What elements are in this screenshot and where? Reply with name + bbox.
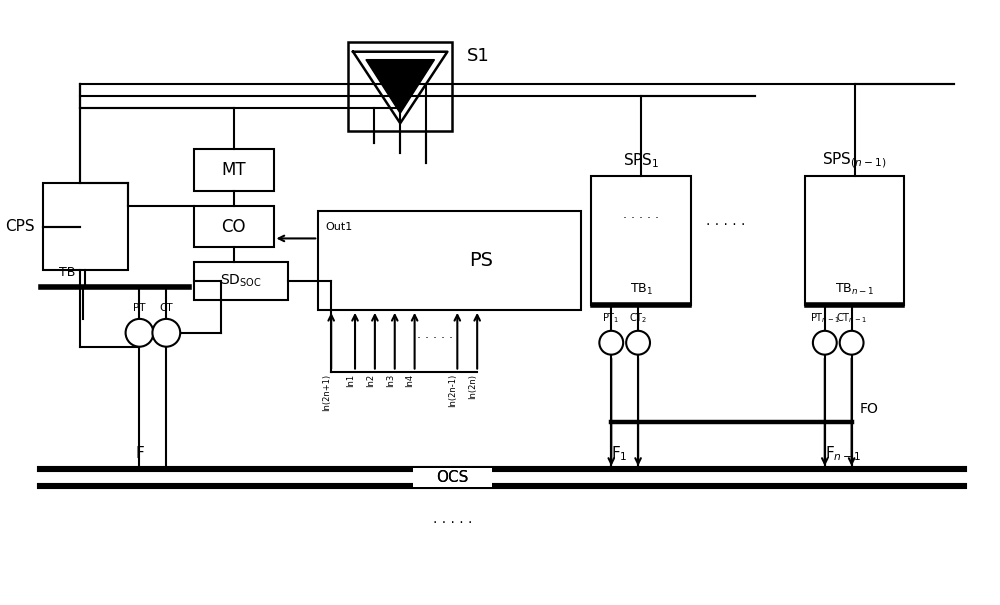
Circle shape bbox=[599, 331, 623, 355]
Text: In1: In1 bbox=[346, 373, 355, 387]
Circle shape bbox=[626, 331, 650, 355]
Text: SPS$_{(n-1)}$: SPS$_{(n-1)}$ bbox=[822, 150, 887, 170]
Text: FO: FO bbox=[860, 402, 878, 416]
Text: . . . . .: . . . . . bbox=[433, 511, 472, 526]
Text: . . . . .: . . . . . bbox=[417, 329, 453, 341]
Text: CT$_{n-1}$: CT$_{n-1}$ bbox=[836, 311, 867, 325]
Text: . . . . .: . . . . . bbox=[706, 214, 745, 228]
Text: In(2n+1): In(2n+1) bbox=[322, 373, 331, 411]
Text: In4: In4 bbox=[406, 373, 415, 387]
Text: TB: TB bbox=[59, 266, 75, 279]
Text: F$_1$: F$_1$ bbox=[611, 445, 628, 463]
Text: SD$_{\mathregular{SOC}}$: SD$_{\mathregular{SOC}}$ bbox=[220, 273, 262, 289]
Text: MT: MT bbox=[222, 161, 246, 179]
Circle shape bbox=[813, 331, 837, 355]
Text: CPS: CPS bbox=[6, 219, 35, 234]
Bar bbox=[348, 42, 452, 131]
Bar bbox=[194, 206, 274, 247]
Text: PT$_{n-1}$: PT$_{n-1}$ bbox=[810, 311, 840, 325]
Text: F$_{n-1}$: F$_{n-1}$ bbox=[825, 445, 861, 463]
Bar bbox=[591, 176, 691, 305]
Bar bbox=[805, 176, 904, 305]
Text: PT$_1$: PT$_1$ bbox=[602, 311, 620, 325]
Text: OCS: OCS bbox=[436, 470, 469, 485]
Circle shape bbox=[126, 319, 153, 347]
Bar bbox=[194, 149, 274, 191]
Text: Out1: Out1 bbox=[325, 223, 352, 232]
Text: SPS$_1$: SPS$_1$ bbox=[623, 151, 659, 170]
Bar bbox=[318, 211, 581, 310]
Text: S1: S1 bbox=[467, 47, 490, 65]
Text: TB$_1$: TB$_1$ bbox=[630, 282, 653, 297]
Text: CT$_2$: CT$_2$ bbox=[629, 311, 647, 325]
FancyBboxPatch shape bbox=[413, 468, 492, 487]
Bar bbox=[194, 263, 288, 300]
Text: OCS: OCS bbox=[436, 470, 469, 485]
Text: CO: CO bbox=[222, 218, 246, 235]
Text: PT: PT bbox=[133, 303, 146, 313]
Text: TB$_{n-1}$: TB$_{n-1}$ bbox=[835, 282, 874, 297]
Text: . . . . .: . . . . . bbox=[623, 208, 659, 221]
Text: F: F bbox=[135, 446, 144, 462]
Text: In3: In3 bbox=[386, 373, 395, 387]
Bar bbox=[43, 183, 128, 270]
Text: PS: PS bbox=[469, 251, 493, 270]
Text: In(2n-1): In(2n-1) bbox=[448, 373, 457, 407]
Text: In(2n): In(2n) bbox=[468, 373, 477, 399]
Circle shape bbox=[152, 319, 180, 347]
Text: In2: In2 bbox=[366, 373, 375, 387]
Circle shape bbox=[840, 331, 864, 355]
Polygon shape bbox=[366, 60, 434, 113]
Text: CT: CT bbox=[159, 303, 173, 313]
